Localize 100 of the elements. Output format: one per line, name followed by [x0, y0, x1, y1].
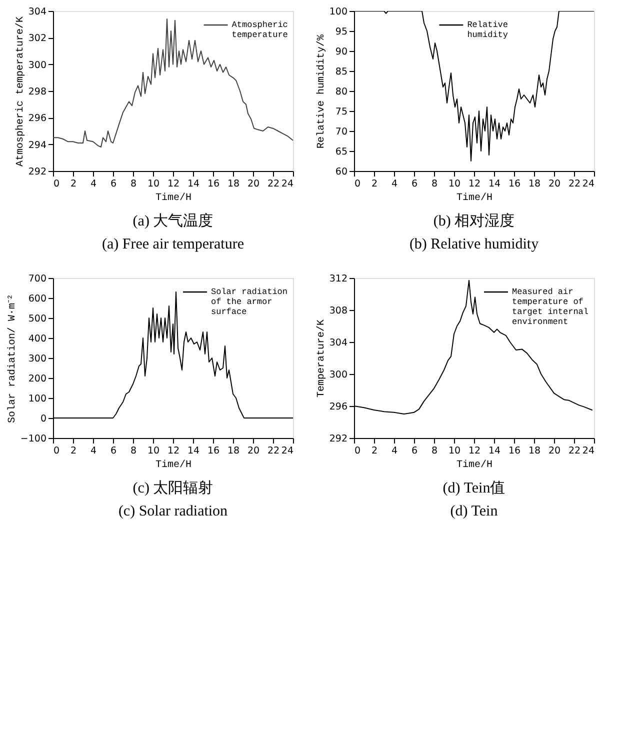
y-tick-label: 294	[28, 140, 46, 151]
x-tick-label: 8	[130, 178, 137, 190]
text: (d) Tein	[450, 504, 498, 520]
x-tick-label: 12	[468, 178, 481, 190]
x-tick-label: 14	[187, 178, 200, 190]
x-tick-label: 6	[110, 178, 117, 190]
x-tick-label: 24	[582, 178, 594, 190]
text: (a) Free air temperature	[102, 236, 244, 252]
y-tick-label: 296	[329, 402, 348, 412]
y-tick-label: 600	[28, 294, 46, 304]
x-tick-label: 10	[147, 178, 160, 190]
y-tick-label: −100	[20, 434, 46, 444]
text: (b) 相对湿度	[433, 212, 515, 230]
x-tick-label: 16	[207, 178, 220, 190]
x-tick-label: 0	[354, 178, 361, 190]
legend-label: Measured air temperature of target internal environment	[512, 287, 589, 327]
legend-label: Atmospheric temperature	[232, 20, 288, 40]
x-tick-label: 4	[90, 178, 97, 190]
y-tick-label: 95	[335, 26, 348, 38]
y-tick-label: 304	[28, 6, 46, 18]
x-tick-label: 12	[167, 178, 180, 190]
y-tick-label: 80	[335, 86, 348, 98]
y-axis-title: Temperature/K	[315, 319, 328, 398]
legend-label: Relative humidity	[467, 20, 508, 40]
x-tick-label: 14	[488, 446, 501, 456]
y-tick-label: 296	[28, 113, 46, 124]
x-tick-label: 6	[411, 178, 418, 190]
x-tick-label: 8	[431, 446, 438, 456]
x-tick-label: 22	[568, 446, 581, 456]
x-axis-title: Time/H	[456, 192, 493, 204]
y-tick-label: 0	[40, 414, 46, 424]
x-tick-label: 12	[468, 446, 481, 456]
text: (a) 大气温度	[132, 212, 214, 230]
x-tick-label: 4	[90, 446, 97, 456]
y-tick-label: 60	[335, 166, 348, 178]
y-tick-label: 90	[335, 46, 348, 58]
y-tick-label: 300	[28, 354, 46, 364]
y-tick-label: 200	[28, 374, 46, 384]
x-tick-label: 18	[227, 178, 240, 190]
x-axis-title: Time/H	[155, 192, 192, 204]
y-tick-label: 300	[28, 60, 46, 71]
x-tick-label: 4	[391, 446, 398, 456]
y-tick-label: 308	[329, 306, 348, 316]
x-tick-label: 0	[354, 446, 361, 456]
legend-label: Solar radiation of the armor surface	[211, 287, 288, 317]
x-tick-label: 2	[70, 446, 77, 456]
y-tick-label: 75	[335, 106, 348, 118]
x-tick-label: 12	[167, 446, 180, 456]
x-tick-label: 24	[281, 446, 294, 456]
x-tick-label: 24	[281, 178, 294, 190]
y-tick-label: 298	[28, 86, 46, 98]
x-tick-label: 6	[110, 446, 117, 456]
x-tick-label: 20	[548, 178, 561, 190]
x-tick-label: 16	[207, 446, 220, 456]
x-tick-label: 14	[187, 446, 200, 456]
x-tick-label: 18	[528, 178, 541, 190]
x-tick-label: 16	[508, 178, 521, 190]
text: (c) 太阳辐射	[132, 480, 214, 496]
y-tick-label: 302	[28, 33, 46, 44]
x-tick-label: 2	[371, 178, 378, 190]
x-tick-label: 0	[54, 178, 60, 190]
x-axis-title: Time/H	[155, 459, 192, 471]
y-tick-label: 65	[335, 146, 348, 158]
x-tick-label: 6	[411, 446, 418, 456]
y-axis-title: Relative humidity/%	[315, 34, 328, 149]
x-tick-label: 20	[548, 446, 561, 456]
y-tick-label: 100	[329, 6, 348, 18]
x-tick-label: 20	[247, 446, 260, 456]
x-tick-label: 22	[568, 178, 581, 190]
x-tick-label: 22	[267, 178, 280, 190]
x-tick-label: 2	[70, 178, 77, 190]
x-tick-label: 8	[431, 178, 438, 190]
x-tick-label: 14	[488, 178, 501, 190]
y-tick-label: 700	[28, 274, 46, 284]
x-tick-label: 16	[508, 446, 521, 456]
text: (c) Solar radiation	[118, 504, 228, 520]
x-tick-label: 8	[130, 446, 137, 456]
y-axis-title: Solar radiation/ W·m⁻²	[6, 294, 18, 424]
x-tick-label: 0	[54, 446, 60, 456]
x-tick-label: 22	[267, 446, 280, 456]
y-tick-label: 70	[335, 126, 348, 138]
x-tick-label: 24	[582, 446, 594, 456]
y-tick-label: 85	[335, 66, 348, 78]
text: (d) Tein值	[442, 480, 506, 496]
y-tick-label: 304	[329, 338, 348, 348]
y-tick-label: 100	[28, 394, 46, 404]
text: (b) Relative humidity	[409, 236, 540, 252]
x-tick-label: 18	[227, 446, 240, 456]
x-tick-label: 2	[371, 446, 378, 456]
y-tick-label: 400	[28, 334, 46, 344]
y-tick-label: 500	[28, 314, 46, 324]
x-tick-label: 18	[528, 446, 541, 456]
y-tick-label: 300	[329, 370, 348, 380]
y-tick-label: 292	[329, 434, 348, 444]
x-tick-label: 4	[391, 178, 398, 190]
x-axis-title: Time/H	[456, 459, 493, 471]
y-tick-label: 292	[28, 166, 46, 178]
y-tick-label: 312	[329, 274, 348, 284]
x-tick-label: 10	[448, 446, 461, 456]
y-axis-title: Atmospheric temperature/K	[14, 16, 26, 167]
